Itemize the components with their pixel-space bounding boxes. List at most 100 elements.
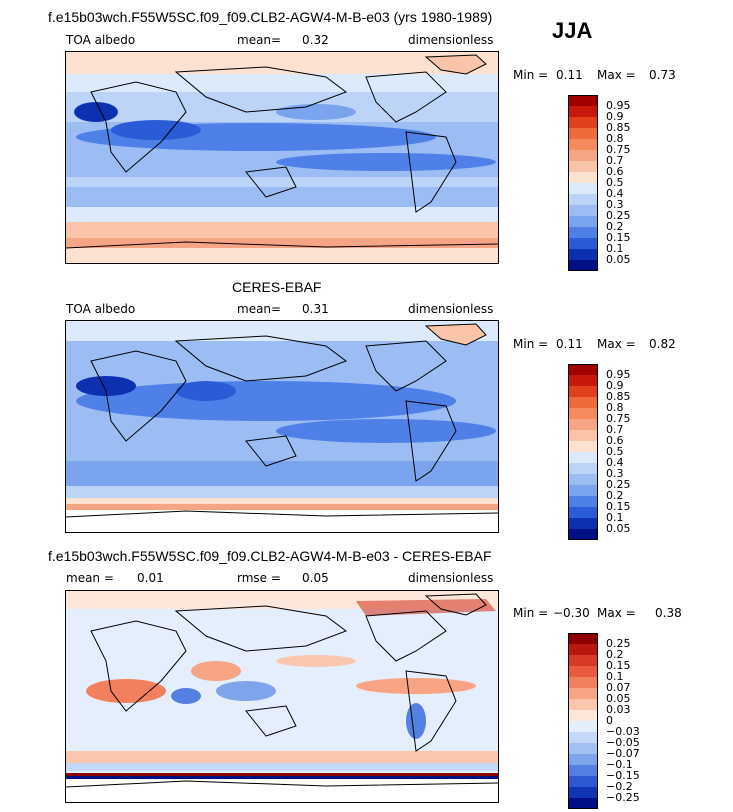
panel2-max-value: 0.82	[649, 337, 676, 351]
colorbar-swatch	[568, 644, 598, 655]
panel3-mean-label: mean =	[66, 571, 114, 585]
colorbar-tick-label: 0.15	[606, 659, 631, 672]
colorbar-tick-label: 0.7	[606, 154, 624, 167]
colorbar-tick-label: 0.8	[606, 401, 624, 414]
colorbar-swatch	[568, 161, 598, 172]
colorbar-swatch	[568, 375, 598, 386]
colorbar-swatch	[568, 518, 598, 529]
panel2-mean-value: 0.31	[302, 302, 329, 316]
colorbar-swatch	[568, 710, 598, 721]
colorbar-tick-label: −0.25	[606, 791, 640, 804]
colorbar-tick-label: 0.3	[606, 467, 624, 480]
colorbar-swatch	[568, 364, 598, 375]
colorbar-tick-label: 0.2	[606, 220, 624, 233]
colorbar-tick-label: 0.15	[606, 231, 631, 244]
colorbar-swatch	[568, 688, 598, 699]
colorbar-tick-label: −0.15	[606, 769, 640, 782]
colorbar-swatch	[568, 732, 598, 743]
panel1-units: dimensionless	[408, 33, 494, 47]
colorbar-swatch	[568, 106, 598, 117]
colorbar-swatch	[568, 216, 598, 227]
colorbar-swatch	[568, 128, 598, 139]
colorbar-tick-label: 0.2	[606, 648, 624, 661]
colorbar-tick-label: 0.4	[606, 456, 624, 469]
colorbar-tick-label: 0.95	[606, 368, 631, 381]
colorbar-swatch	[568, 474, 598, 485]
panel2-variable-label: TOA albedo	[66, 302, 136, 316]
colorbar-tick-label: 0.5	[606, 176, 624, 189]
colorbar-tick-label: 0.25	[606, 209, 631, 222]
panel3-max-label: Max =	[597, 606, 636, 620]
colorbar-tick-label: 0.2	[606, 489, 624, 502]
panel1-title: f.e15b03wch.F55W5SC.f09_f09.CLB2-AGW4-M-…	[48, 9, 493, 25]
colorbar-swatch	[568, 529, 598, 540]
colorbar-tick-label: 0.03	[606, 703, 631, 716]
colorbar-tick-label: 0.05	[606, 692, 631, 705]
colorbar-swatch	[568, 183, 598, 194]
colorbar-swatch	[568, 227, 598, 238]
colorbar-tick-label: 0.9	[606, 379, 624, 392]
colorbar-tick-label: −0.2	[606, 780, 633, 793]
panel1-max-value: 0.73	[649, 68, 676, 82]
panel3-colorbar: 0.25 0.2 0.15 0.1 0.07 0.05 0.03 0 −0.03 −0.05 −0.…	[568, 633, 640, 809]
colorbar-tick-label: 0.8	[606, 132, 624, 145]
colorbar-tick-label: 0.3	[606, 198, 624, 211]
colorbar-tick-label: −0.07	[606, 747, 640, 760]
colorbar-swatch	[568, 485, 598, 496]
panel2-min-label: Min =	[513, 337, 549, 351]
colorbar-tick-label: 0.4	[606, 187, 624, 200]
colorbar-swatch	[568, 798, 598, 809]
colorbar-tick-label: 0.05	[606, 522, 631, 535]
colorbar-tick-label: 0.6	[606, 434, 624, 447]
colorbar-swatch	[568, 172, 598, 183]
panel3-title: f.e15b03wch.F55W5SC.f09_f09.CLB2-AGW4-M-…	[48, 548, 492, 564]
colorbar-swatch	[568, 677, 598, 688]
colorbar-swatch	[568, 507, 598, 518]
panel3-rmse-label: rmse =	[237, 571, 281, 585]
colorbar-swatch	[568, 441, 598, 452]
panel1-max-label: Max =	[597, 68, 636, 82]
colorbar-tick-label: 0.25	[606, 478, 631, 491]
colorbar-tick-label: 0.1	[606, 670, 624, 683]
colorbar-swatch	[568, 238, 598, 249]
panel1-mean-value: 0.32	[302, 33, 329, 47]
colorbar-tick-label: 0	[606, 714, 613, 727]
panel1-min-value: 0.11	[556, 68, 583, 82]
colorbar-tick-label: 0.9	[606, 110, 624, 123]
colorbar-tick-label: 0.7	[606, 423, 624, 436]
colorbar-tick-label: 0.07	[606, 681, 631, 694]
colorbar-tick-label: 0.75	[606, 412, 631, 425]
colorbar-tick-label: 0.6	[606, 165, 624, 178]
panel1-variable-label: TOA albedo	[66, 33, 136, 47]
season-label: JJA	[552, 18, 593, 43]
colorbar-swatch	[568, 249, 598, 260]
colorbar-swatch	[568, 397, 598, 408]
colorbar-tick-label: 0.95	[606, 99, 631, 112]
colorbar-tick-label: 0.05	[606, 253, 631, 266]
colorbar-tick-label: 0.5	[606, 445, 624, 458]
colorbar-swatch	[568, 633, 598, 644]
colorbar-swatch	[568, 452, 598, 463]
colorbar-swatch	[568, 743, 598, 754]
colorbar-tick-label: 0.15	[606, 500, 631, 513]
colorbar-tick-label: 0.1	[606, 242, 624, 255]
panel2-max-label: Max =	[597, 337, 636, 351]
colorbar-tick-label: 0.1	[606, 511, 624, 524]
colorbar-swatch	[568, 666, 598, 677]
colorbar-swatch	[568, 776, 598, 787]
panel1-min-label: Min =	[513, 68, 549, 82]
panel2-map-field	[66, 321, 498, 532]
colorbar-tick-label: 0.85	[606, 390, 631, 403]
colorbar-swatch	[568, 386, 598, 397]
colorbar-swatch	[568, 408, 598, 419]
colorbar-tick-label: −0.1	[606, 758, 633, 771]
panel3-min-value: −0.30	[553, 606, 590, 620]
panel1-map-field	[66, 52, 498, 263]
colorbar-swatch	[568, 117, 598, 128]
colorbar-tick-label: 0.25	[606, 637, 631, 650]
panel3-min-label: Min =	[513, 606, 549, 620]
colorbar-tick-label: 0.75	[606, 143, 631, 156]
colorbar-swatch	[568, 194, 598, 205]
panel2-units: dimensionless	[408, 302, 494, 316]
colorbar-tick-label: −0.03	[606, 725, 640, 738]
